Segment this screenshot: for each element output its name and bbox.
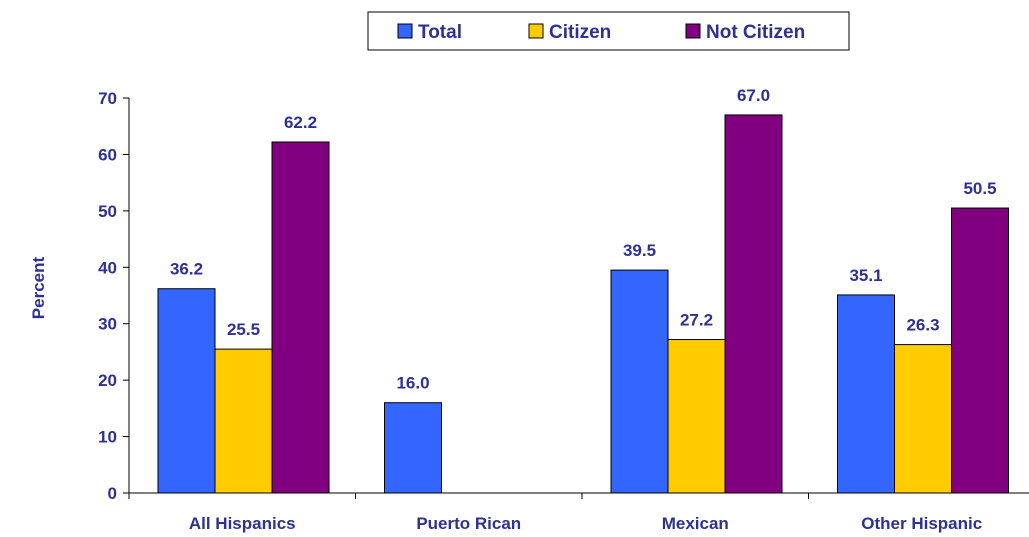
data-label: 36.2 [170, 260, 203, 279]
legend-swatch-citizen [528, 23, 544, 39]
legend-swatch-not-citizen [685, 23, 701, 39]
bars [157, 114, 1009, 494]
x-tick-label: Other Hispanic [861, 514, 982, 533]
bar-citizen [894, 344, 952, 494]
y-tick-label: 20 [98, 371, 117, 390]
y-tick-label: 50 [98, 202, 117, 221]
bar-not-citizen [724, 114, 783, 494]
bar-total [610, 269, 669, 494]
x-tick-label: Mexican [662, 514, 729, 533]
bar-citizen [667, 339, 726, 494]
legend-label-not-citizen: Not Citizen [706, 22, 805, 43]
data-label: 67.0 [737, 86, 770, 105]
data-label: 26.3 [906, 316, 939, 335]
bar-total [384, 402, 442, 494]
y-axis-title: Percent [29, 256, 48, 319]
legend-label-citizen: Citizen [549, 22, 611, 43]
data-labels: 36.2 16.0 39.5 35.1 25.5 27.2 26.3 62.2 67.0 50.5 [170, 86, 997, 393]
legend-swatch-total [397, 23, 413, 39]
legend: Total Citizen Not Citizen [367, 11, 850, 51]
y-tick-label: 60 [98, 145, 117, 164]
data-label: 16.0 [396, 374, 429, 393]
data-label: 35.1 [849, 266, 882, 285]
bar-not-citizen [951, 207, 1009, 494]
data-label: 39.5 [623, 241, 656, 260]
y-tick-label: 30 [98, 315, 117, 334]
legend-label-total: Total [418, 22, 462, 43]
bar-total [157, 288, 216, 494]
bar-total [837, 294, 895, 494]
data-label: 50.5 [963, 179, 996, 198]
data-label: 25.5 [227, 320, 260, 339]
y-tick-label: 10 [98, 428, 117, 447]
y-tick-label: 70 [98, 89, 117, 108]
data-label: 27.2 [680, 311, 713, 330]
bar-citizen [214, 348, 273, 494]
bar-not-citizen [271, 141, 330, 494]
data-label: 62.2 [284, 113, 317, 132]
y-tick-label: 0 [108, 484, 117, 503]
legend-box [367, 11, 850, 51]
x-tick-label: Puerto Rican [416, 514, 521, 533]
y-tick-label: 40 [98, 258, 117, 277]
x-tick-label: All Hispanics [189, 514, 296, 533]
